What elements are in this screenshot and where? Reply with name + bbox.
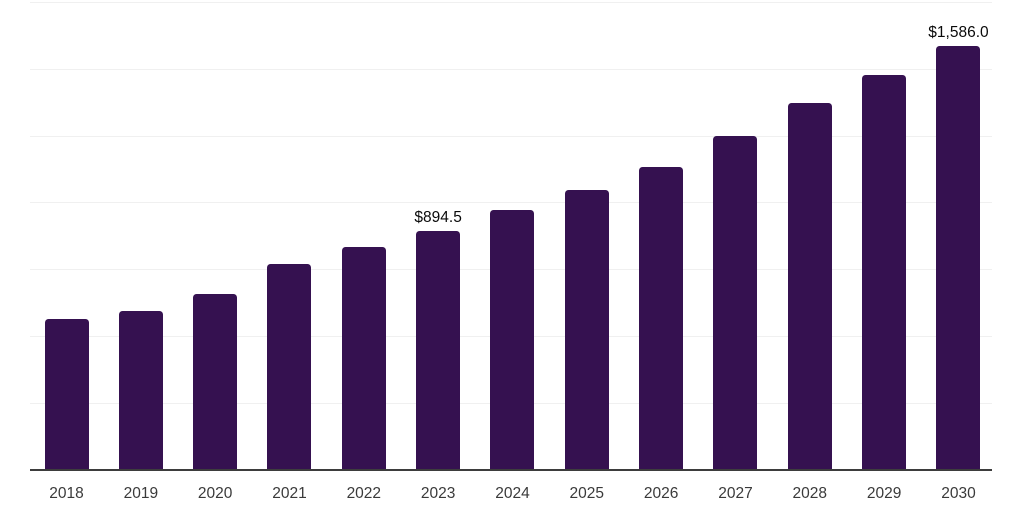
x-tick-label-2023: 2023 xyxy=(420,484,456,502)
x-tick-label-2024: 2024 xyxy=(495,484,530,502)
x-tick-label-2025: 2025 xyxy=(569,484,605,502)
bar-2023 xyxy=(416,230,461,470)
x-tick-label-2028: 2028 xyxy=(792,484,828,502)
bar-2019 xyxy=(118,310,163,470)
bar-2021 xyxy=(267,264,312,470)
bar-2024 xyxy=(490,209,535,470)
bar-2029 xyxy=(862,74,907,470)
x-tick-label-2026: 2026 xyxy=(643,484,679,502)
bar-2022 xyxy=(341,246,386,470)
gridline xyxy=(30,135,992,137)
x-tick-label-2029: 2029 xyxy=(866,484,902,502)
bar-2030 xyxy=(936,45,981,470)
bar-2025 xyxy=(564,190,609,470)
bar-2018 xyxy=(44,319,89,470)
bar-2020 xyxy=(193,293,238,470)
x-tick-label-2019: 2019 xyxy=(123,484,159,502)
x-tick-label-2030: 2030 xyxy=(941,484,976,502)
x-tick-label-2027: 2027 xyxy=(718,484,753,502)
x-tick-label-2020: 2020 xyxy=(197,484,233,502)
bar-2028 xyxy=(787,102,832,470)
gridline xyxy=(30,2,992,3)
value-label-2030: $1,586.0 xyxy=(928,23,989,41)
gridline xyxy=(30,202,992,204)
x-tick-label-2022: 2022 xyxy=(346,484,382,502)
x-axis-line xyxy=(30,468,992,471)
x-tick-label-2018: 2018 xyxy=(49,484,84,502)
x-tick-label-2021: 2021 xyxy=(272,484,307,502)
value-label-2023: $894.5 xyxy=(414,208,462,226)
bar-2026 xyxy=(639,166,684,470)
gridline xyxy=(30,68,992,70)
bar-2027 xyxy=(713,135,758,470)
